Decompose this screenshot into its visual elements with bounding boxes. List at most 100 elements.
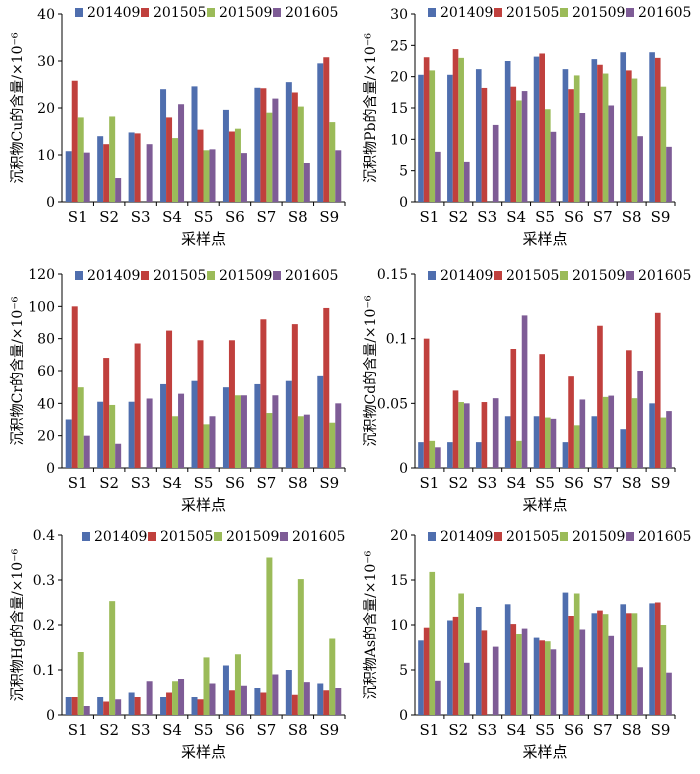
bar [260,88,267,202]
bar [660,417,667,468]
y-tick-label: 0 [46,195,55,211]
bar [423,338,430,468]
x-tick-label: S9 [319,474,339,492]
bar [115,443,122,468]
bar [77,387,84,468]
bar [463,403,470,468]
legend-label: 201505 [153,268,206,284]
x-tick-label: S4 [506,208,526,226]
bar [452,49,459,202]
legend-swatch [494,532,502,541]
bar [579,629,586,715]
x-tick-label: S6 [225,721,245,739]
bar [510,624,517,715]
legend-label: 201509 [226,529,279,545]
x-tick-label: S4 [506,474,526,492]
legend: 201409 201505 201509 201605 [428,268,691,284]
bar [562,592,569,715]
x-tick-label: S9 [651,208,671,226]
bar [579,113,586,202]
legend-swatch [428,532,436,541]
bar [172,138,179,202]
bar [197,129,204,202]
legend-label: 201509 [572,529,625,545]
bar [209,416,216,468]
bar [666,146,672,202]
bar [458,57,464,202]
y-tick-label: 40 [37,396,55,412]
y-axis-label: 沉积物Cu的含量/×10⁻⁶ [10,32,26,183]
bar [620,429,627,468]
x-tick-label: S2 [448,721,468,739]
bar [222,109,229,202]
bar [429,70,436,203]
bar [573,75,580,202]
bar [323,307,330,468]
bar [323,690,330,715]
bar [550,131,557,202]
bar [510,86,517,202]
x-axis-label: 采样点 [522,230,567,248]
legend-label: 201509 [572,5,625,21]
y-tick-label: 80 [37,332,55,348]
bar [637,371,643,468]
legend-swatch [148,532,156,541]
y-axis-label: 沉积物As的含量/×10⁻⁶ [363,550,379,699]
bar [602,396,609,468]
legend-swatch [273,8,281,17]
bar [447,442,453,468]
bar [303,414,310,468]
bar [291,92,298,202]
legend-label: 201605 [638,529,691,545]
x-tick-label: S7 [256,474,276,492]
bar [649,403,655,468]
x-tick-label: S7 [593,721,613,739]
bar [463,161,470,202]
x-tick-label: S6 [225,474,245,492]
x-tick-label: S7 [593,474,613,492]
legend-swatch [75,271,83,280]
bar [103,701,110,715]
bar [637,667,643,715]
bar [297,579,304,715]
legend: 201409 201505 201509 201605 [75,5,338,21]
bar [521,315,528,468]
bar [660,625,667,715]
bar [254,383,261,468]
bar [191,86,198,202]
bar [71,697,78,715]
x-tick-label: S9 [651,721,671,739]
legend-swatch [560,532,568,541]
y-tick-label: 20 [37,429,55,445]
y-tick-label: 30 [390,7,408,23]
legend-label: 201409 [87,268,140,284]
y-tick-label: 0 [399,195,408,211]
bar [452,390,459,468]
bar [335,150,342,202]
bar [254,688,261,715]
bar [631,613,638,715]
bar [166,117,173,202]
bar [134,343,141,468]
x-tick-label: S5 [194,474,214,492]
bar [654,312,661,468]
y-axis-label: 沉积物Cr的含量/×10⁻⁶ [10,296,26,445]
legend-swatch [207,8,215,17]
x-tick-label: S8 [622,474,642,492]
bar [418,640,424,715]
bar [317,375,324,468]
x-tick-label: S4 [162,721,182,739]
bar [234,395,241,468]
bar [539,354,545,468]
bar [166,692,173,715]
bar [579,399,586,468]
legend-label: 201505 [506,5,559,21]
x-tick-label: S8 [288,474,308,492]
legend-swatch [560,8,568,17]
bar [172,416,179,468]
legend-swatch [560,271,568,280]
bar [203,150,210,202]
bar [103,358,110,468]
bar [504,416,511,468]
bar [303,162,310,202]
